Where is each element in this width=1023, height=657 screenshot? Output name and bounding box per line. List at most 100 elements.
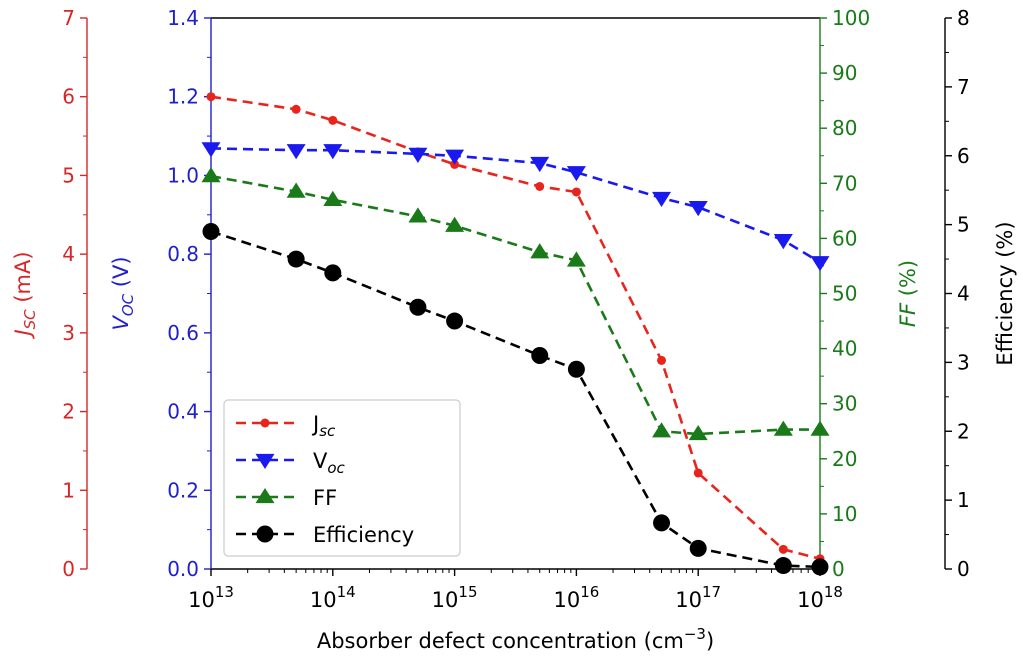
data-point-eff: [567, 360, 585, 378]
legend-label: FF: [313, 486, 337, 510]
series-line-eff: [210, 230, 821, 569]
data-point-ff: [201, 167, 221, 183]
y-tick-label-jsc: 7: [62, 6, 75, 30]
legend-label: Efficiency: [313, 523, 414, 547]
data-point-jsc: [571, 187, 581, 197]
legend-entry-jsc: Jsc: [236, 412, 336, 440]
data-point-voc: [323, 144, 343, 160]
data-point-eff: [653, 514, 671, 532]
y-tick-label-eff: 6: [957, 144, 970, 168]
y-tick-label-voc: 0.8: [167, 242, 199, 266]
data-point-eff: [811, 558, 829, 576]
data-point-jsc: [535, 181, 545, 191]
y-axis-label-eff: Efficiency (%): [993, 221, 1017, 365]
data-point-jsc: [206, 92, 216, 102]
data-point-jsc: [328, 115, 338, 125]
y-axis-label-voc: VOC (V): [109, 256, 137, 330]
y-tick-label-ff: 80: [832, 116, 857, 140]
legend-label: Voc: [313, 449, 346, 477]
data-point-voc: [810, 256, 830, 272]
y-tick-label-ff: 90: [832, 61, 857, 85]
legend-marker: [255, 487, 275, 504]
data-point-voc: [408, 147, 428, 163]
data-point-voc: [530, 156, 550, 173]
x-tick-label: 1018: [797, 583, 843, 612]
data-point-voc: [773, 234, 793, 250]
series-voc: [201, 142, 830, 272]
y-tick-label-jsc: 4: [62, 242, 75, 266]
data-point-eff: [287, 250, 305, 268]
y-tick-label-voc: 0.2: [167, 478, 199, 502]
x-axis-label: Absorber defect concentration (cm−3): [317, 625, 714, 653]
data-point-jsc: [657, 355, 667, 365]
data-point-ff: [566, 251, 586, 267]
y-tick-label-voc: 1.0: [167, 163, 199, 187]
y-tick-label-voc: 1.2: [167, 85, 199, 109]
y-tick-label-voc: 0.0: [167, 557, 199, 581]
y-tick-label-voc: 1.4: [167, 6, 199, 30]
data-point-voc: [201, 142, 221, 158]
series-jsc: [206, 92, 825, 564]
legend-marker: [255, 453, 275, 470]
data-point-ff: [408, 207, 428, 223]
data-point-ff: [652, 422, 672, 438]
y-axis-label-ff: FF (%): [896, 260, 920, 327]
y-tick-label-ff: 100: [832, 6, 870, 30]
data-point-ff: [286, 182, 306, 198]
data-point-jsc: [693, 468, 703, 478]
y-tick-label-ff: 20: [832, 447, 857, 471]
legend-entry-eff: Efficiency: [236, 523, 414, 547]
legend-entry-ff: FF: [236, 486, 337, 510]
data-point-voc: [688, 201, 708, 217]
data-point-ff: [773, 420, 793, 436]
y-tick-label-eff: 2: [957, 419, 970, 443]
data-point-eff: [409, 298, 427, 316]
x-tick-label: 1016: [553, 583, 599, 612]
y-axis-eff: 0 1 2 3 4 5 6 7 8 Efficiency (%): [944, 6, 1017, 581]
data-point-ff: [530, 243, 550, 259]
x-axis: 1013 1014 1015 1016 1017 1018 Absorber defect …: [188, 569, 843, 653]
data-point-jsc: [291, 104, 301, 114]
y-tick-label-ff: 50: [832, 282, 857, 306]
data-point-jsc: [778, 544, 788, 554]
data-point-eff: [202, 223, 220, 241]
legend-box: [223, 399, 461, 557]
legend-marker: [260, 418, 270, 428]
x-tick-label: 1014: [310, 583, 356, 612]
y-tick-label-eff: 8: [957, 6, 970, 30]
series-eff: [202, 223, 829, 576]
y-tick-label-eff: 0: [957, 557, 970, 581]
y-tick-label-ff: 40: [832, 337, 857, 361]
x-tick-label: 1013: [188, 583, 234, 612]
y-tick-label-jsc: 5: [62, 163, 75, 187]
data-point-voc: [652, 191, 672, 208]
y-axis-label-jsc: JSC (mA): [11, 251, 39, 339]
y-tick-label-eff: 3: [957, 350, 970, 374]
y-tick-label-ff: 60: [832, 226, 857, 250]
y-tick-label-ff: 70: [832, 171, 857, 195]
axes-layer: 0 1 2 3 4 5 6 7 JSC (mA) 0.0 0.2 0.4 0.6 0.8 1.0 1.2 1.4…: [11, 6, 1017, 581]
legend-marker: [256, 525, 274, 543]
data-point-eff: [324, 264, 342, 282]
series-ff: [201, 167, 830, 441]
data-point-ff: [810, 420, 830, 436]
y-tick-label-jsc: 0: [62, 557, 75, 581]
data-point-eff: [774, 557, 792, 575]
data-point-voc: [566, 166, 586, 182]
legend-entry-voc: Voc: [236, 449, 346, 477]
series-layer: [201, 92, 830, 576]
y-tick-label-voc: 0.4: [167, 400, 199, 424]
y-tick-label-voc: 0.6: [167, 321, 199, 345]
data-point-ff: [445, 216, 465, 232]
y-tick-label-jsc: 3: [62, 321, 75, 345]
y-tick-label-eff: 7: [957, 75, 970, 99]
y-tick-label-eff: 4: [957, 282, 970, 306]
y-tick-label-jsc: 6: [62, 85, 75, 109]
data-point-eff: [689, 539, 707, 557]
y-tick-label-jsc: 2: [62, 400, 75, 424]
x-tick-label: 1015: [432, 583, 478, 612]
legend: Jsc Voc FF Efficiency: [223, 399, 461, 557]
y-axis-jsc: 0 1 2 3 4 5 6 7 JSC (mA): [11, 6, 88, 581]
y-tick-label-eff: 1: [957, 488, 970, 512]
